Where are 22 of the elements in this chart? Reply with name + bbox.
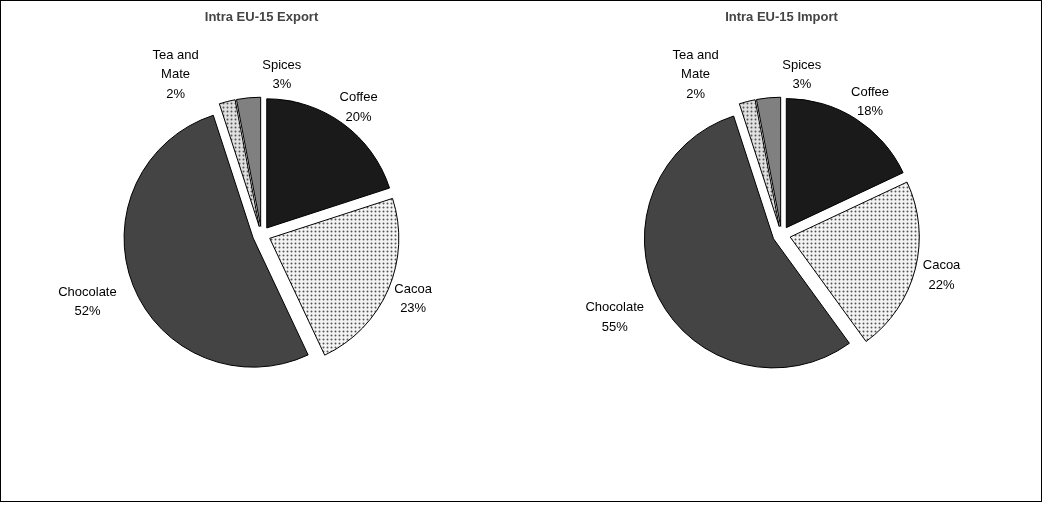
slice-label: Coffee	[339, 89, 378, 105]
data-label: 2%	[166, 85, 186, 101]
data-label: 20%	[345, 108, 373, 124]
data-label: 52%	[74, 303, 101, 319]
slice-label: Coffee	[851, 83, 890, 99]
data-label: 23%	[400, 300, 427, 316]
data-label: 55%	[601, 318, 629, 334]
data-label: 18%	[857, 103, 884, 119]
data-label: 2%	[686, 85, 706, 101]
data-label: 3%	[792, 76, 812, 92]
slice-label: Chocolate	[585, 299, 644, 315]
slice-label: Cacoa	[394, 280, 433, 296]
slice-label: Chocolate	[58, 283, 117, 299]
slice-label: Cacoa	[922, 257, 962, 273]
data-label: 22%	[928, 276, 956, 292]
slice-label: Tea and Mate	[672, 46, 719, 82]
data-label: 3%	[272, 76, 292, 92]
chart-title: Intra EU-15 Import	[725, 8, 839, 24]
chart-title: Intra EU-15 Export	[204, 8, 319, 24]
slice-label: Spices	[262, 56, 302, 72]
slice-label: Spices	[782, 56, 822, 72]
slice-label: Tea and Mate	[152, 46, 199, 82]
